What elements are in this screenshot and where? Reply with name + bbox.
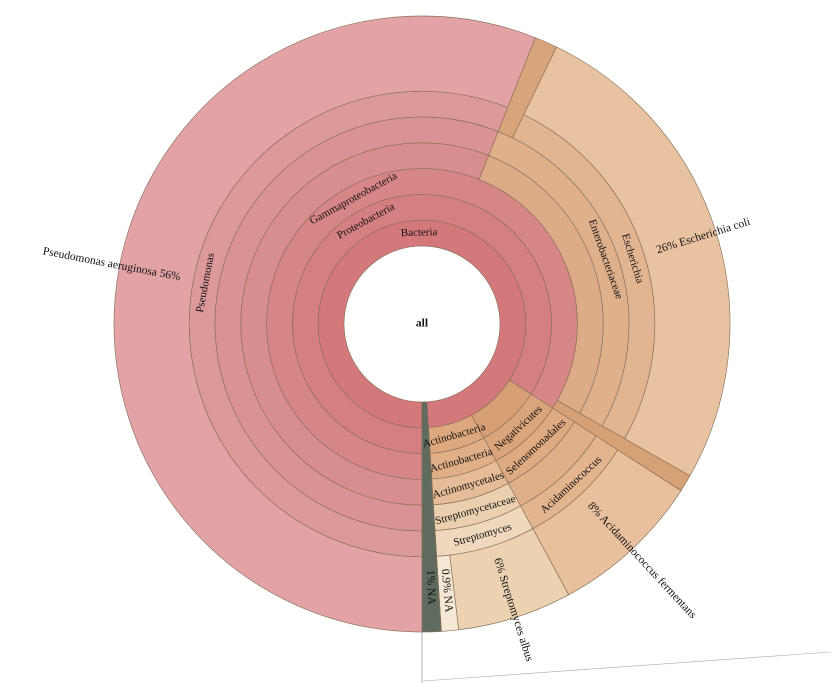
wedge-na[interactable] <box>421 401 442 633</box>
leader-line <box>422 651 832 682</box>
ring-label-bacteria: Bacteria <box>401 226 438 239</box>
wedge-escherichia-coli[interactable] <box>523 46 731 477</box>
wedge-pseudomonas-aeruginosa[interactable] <box>113 15 536 633</box>
center-label[interactable]: all <box>416 318 428 330</box>
wedge-layer <box>113 15 731 633</box>
leader-lines <box>421 632 832 683</box>
species-label-na: 0.9% NA <box>439 568 455 613</box>
species-label-na: 1% NA <box>424 570 437 606</box>
